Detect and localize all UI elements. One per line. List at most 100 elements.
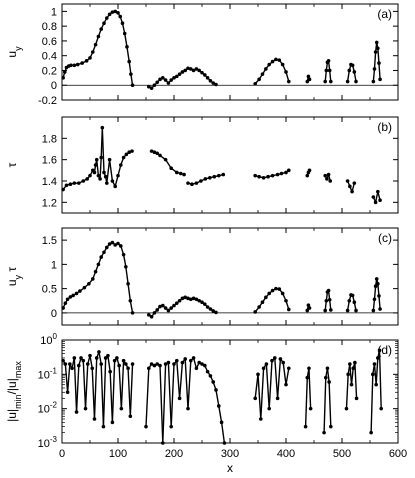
data-segment [204, 74, 209, 79]
data-segment [307, 76, 311, 80]
data-segment [151, 312, 155, 318]
data-segment [103, 172, 107, 177]
data-segment [276, 358, 282, 399]
data-point [379, 406, 384, 411]
data-segment [209, 176, 215, 179]
data-segment [114, 10, 119, 14]
y-tick-label: 0 [51, 308, 57, 320]
data-segment [127, 283, 132, 301]
data-segment [78, 180, 84, 184]
data-segment [268, 61, 274, 66]
data-segment [201, 72, 206, 76]
data-segment [328, 381, 332, 427]
data-segment [162, 305, 167, 309]
data-segment [100, 363, 105, 427]
data-segment [167, 79, 172, 84]
data-segment [375, 357, 379, 385]
data-segment [196, 68, 200, 72]
data-segment [151, 150, 155, 153]
data-segment [80, 357, 84, 362]
data-point [344, 406, 349, 411]
data-segment [83, 283, 90, 289]
data-point [128, 414, 133, 419]
data-segment [99, 157, 102, 179]
data-segment [120, 360, 125, 409]
series-3 [253, 57, 291, 86]
data-segment [376, 42, 379, 49]
data-segment [179, 297, 183, 302]
data-segment [170, 77, 175, 81]
data-segment [117, 12, 121, 17]
data-segment [106, 13, 111, 19]
series-7 [371, 40, 382, 84]
data-segment [370, 374, 374, 433]
data-segment [165, 159, 172, 169]
y-tick-label: 1 [51, 259, 57, 271]
data-segment [89, 355, 93, 369]
data-segment [111, 242, 116, 246]
data-segment [66, 183, 71, 186]
data-segment [255, 174, 260, 178]
data-segment [353, 71, 357, 82]
data-segment [345, 374, 349, 409]
series-5 [323, 288, 333, 313]
y-tick-label: 10-1 [38, 366, 58, 381]
data-segment [148, 86, 152, 89]
data-segment [204, 365, 209, 372]
data-segment [285, 368, 290, 385]
series-2 [144, 356, 227, 445]
data-segment [78, 357, 82, 366]
data-segment [374, 191, 379, 203]
data-segment [272, 58, 277, 63]
data-segment [98, 351, 102, 365]
data-segment [165, 307, 169, 311]
data-segment [145, 368, 150, 427]
data-segment [351, 182, 355, 192]
data-segment [187, 67, 191, 70]
data-segment [96, 159, 100, 176]
data-segment [377, 283, 380, 296]
data-segment [328, 299, 332, 311]
data-segment [66, 363, 71, 393]
data-segment [73, 357, 78, 413]
data-segment [267, 174, 273, 178]
data-segment [176, 171, 181, 175]
data-segment [64, 67, 68, 73]
data-segment [191, 182, 197, 185]
data-segment [198, 69, 203, 74]
data-point [186, 406, 190, 411]
series-2 [147, 295, 218, 319]
data-segment [187, 297, 192, 300]
data-segment [106, 159, 111, 184]
data-segment [261, 68, 267, 75]
data-segment [101, 127, 105, 173]
data-segment [285, 169, 290, 174]
data-segment [66, 65, 70, 69]
data-segment [187, 182, 193, 185]
series-2 [149, 149, 186, 177]
series-4 [305, 303, 312, 313]
data-segment [86, 175, 91, 180]
data-segment [285, 300, 290, 310]
data-segment [205, 177, 211, 180]
data-segment [278, 288, 284, 294]
data-segment [77, 62, 83, 66]
data-segment [258, 301, 264, 308]
data-segment [156, 152, 161, 156]
data-segment [64, 298, 69, 304]
data-segment [107, 355, 111, 372]
data-segment [192, 357, 198, 369]
data-segment [376, 278, 379, 284]
data-segment [327, 60, 331, 71]
series-8 [371, 189, 382, 205]
data-segment [62, 71, 66, 79]
y-tick-label: -0.2 [38, 95, 57, 107]
data-segment [378, 350, 382, 409]
data-segment [125, 266, 129, 284]
data-segment [328, 70, 332, 82]
y-axis-label: τ [5, 162, 19, 167]
data-segment [193, 68, 197, 72]
data-segment [198, 361, 203, 365]
data-segment [190, 297, 194, 300]
data-segment [93, 164, 97, 173]
